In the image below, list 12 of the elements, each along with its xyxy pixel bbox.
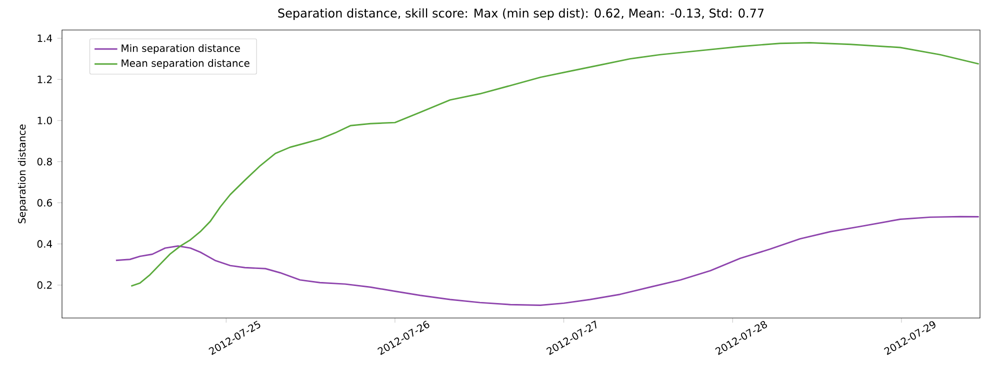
- line-series: [115, 216, 980, 306]
- y-tick-label: 1.4: [38, 34, 52, 42]
- y-tick-label: 0.2: [37, 281, 52, 289]
- y-tick-label: 0.6: [37, 199, 52, 207]
- chart-title: Separation distance, skill score: Max (min sep dist): 0.62, Mean: -0.13, Std: 0.77: [278, 8, 764, 20]
- y-axis-title: Separation distance: [18, 124, 28, 224]
- y-tick-label: 0.4: [37, 240, 52, 248]
- y-tick-label: 1.0: [38, 116, 52, 124]
- y-tick-label: 1.2: [38, 76, 52, 84]
- legend-label: Mean separation distance: [122, 59, 250, 69]
- legend-label: Min separation distance: [122, 44, 240, 54]
- y-tick-label: 0.8: [37, 158, 52, 166]
